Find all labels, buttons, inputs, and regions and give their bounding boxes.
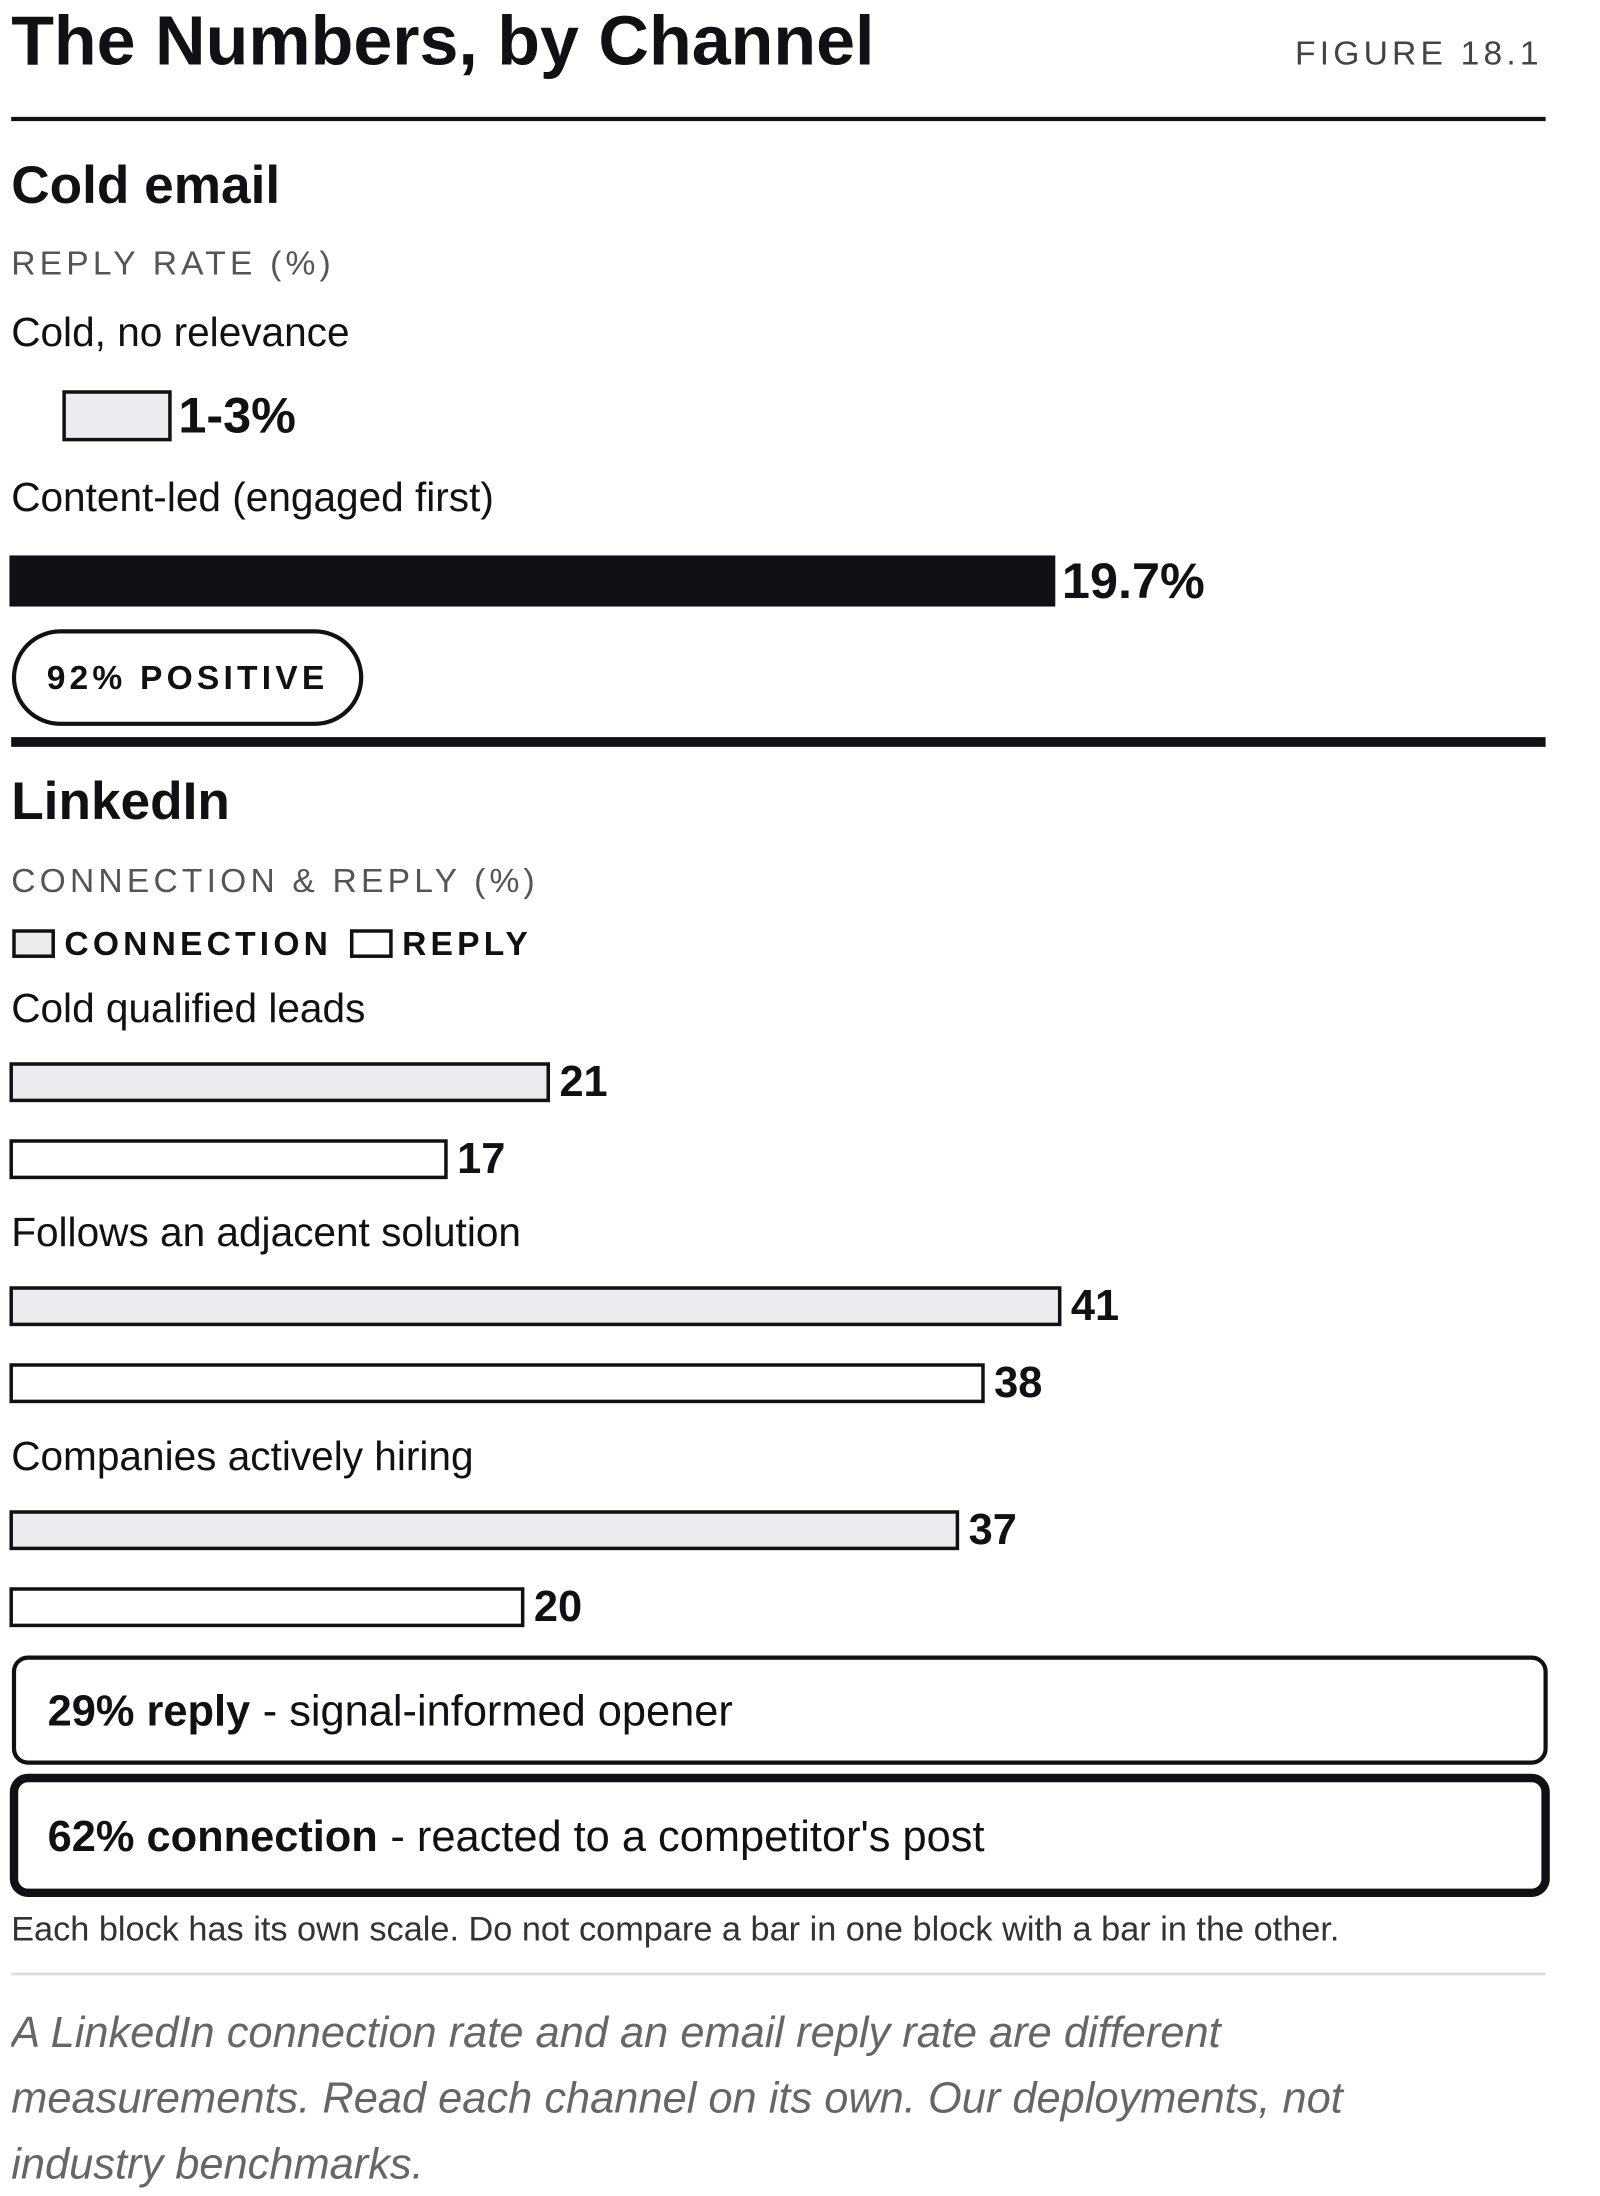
value-label: 21 [559,1058,607,1106]
callout-text: 62% connection - reacted to a competitor'… [48,1813,985,1861]
value-label: 19.7% [1062,552,1205,609]
category-label: Cold, no relevance [11,309,349,355]
chart-title: Cold email [11,156,280,215]
callout-body: - signal-informed opener [263,1687,733,1735]
annotation-pill [11,629,364,726]
legend-label: REPLY [402,926,532,963]
callout-body: - reacted to a competitor's post [390,1813,984,1861]
bar [9,1286,1062,1327]
value-label: 17 [457,1135,505,1183]
bar [9,1587,525,1628]
chart-subtitle: CONNECTION & REPLY (%) [11,863,539,900]
legend-swatch [349,929,393,958]
legend-label: CONNECTION [64,926,332,963]
bar [62,390,172,442]
chart-subtitle: REPLY RATE (%) [11,245,335,282]
annotation: 92% POSITIVE [47,660,329,697]
bar [9,555,1056,607]
page-title: The Numbers, by Channel [11,1,874,79]
value-label: 1-3% [178,387,296,444]
legend-swatch [12,929,55,958]
bar [9,1510,960,1551]
value-label: 20 [534,1583,582,1631]
bar [9,1139,448,1180]
callout-text: 29% reply - signal-informed opener [48,1687,733,1735]
bar [9,1363,985,1404]
callout [11,1655,1548,1765]
callout-bold: 29% reply [48,1687,251,1735]
value-label: 38 [994,1359,1042,1407]
callout-bold: 62% connection [48,1813,378,1861]
figure-label: FIGURE 18.1 [1295,35,1543,72]
category-label: Cold qualified leads [11,985,365,1031]
caption: A LinkedIn connection rate and an email … [11,2007,1343,2189]
category-label: Content-led (engaged first) [11,474,494,520]
caption-box: A LinkedIn connection rate and an email … [11,2007,1343,2189]
bar [9,1062,550,1103]
category-label: Follows an adjacent solution [11,1209,521,1255]
callout [9,1773,1550,1897]
value-label: 37 [969,1506,1017,1554]
chart-title: LinkedIn [11,772,230,831]
note: Each block has its own scale. Do not com… [11,1910,1339,1948]
value-label: 41 [1071,1282,1119,1330]
category-label: Companies actively hiring [11,1433,473,1479]
